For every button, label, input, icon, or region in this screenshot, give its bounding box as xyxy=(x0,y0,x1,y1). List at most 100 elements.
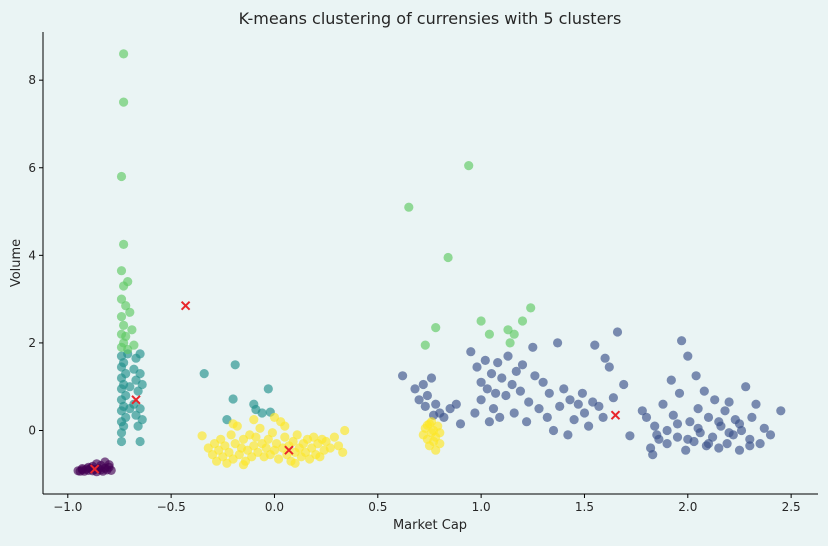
cluster-1-point-96 xyxy=(741,382,751,392)
cluster-1-point-48 xyxy=(565,395,575,405)
cluster-4-point-38 xyxy=(282,450,292,460)
cluster-2-point-24 xyxy=(133,386,143,396)
cluster-4-point-65 xyxy=(269,412,280,422)
chart-title: K-means clustering of currensies with 5 … xyxy=(239,9,622,28)
x-axis-label: Market Cap xyxy=(393,518,467,533)
centroid-marker-0 xyxy=(89,464,100,474)
cluster-1-point-79 xyxy=(691,371,701,381)
cluster-1-point-60 xyxy=(608,393,619,403)
cluster-3-point-19 xyxy=(404,202,414,212)
cluster-2-point-12 xyxy=(119,421,129,431)
cluster-1-point-91 xyxy=(724,397,734,407)
cluster-4-point-68 xyxy=(238,460,249,470)
cluster-1-point-12 xyxy=(451,399,461,409)
cluster-4-point-63 xyxy=(228,419,238,429)
cluster-4-point-82 xyxy=(422,420,432,430)
cluster-1-point-45 xyxy=(555,401,565,411)
cluster-4-point-43 xyxy=(292,430,302,440)
cluster-1-point-6 xyxy=(426,373,437,383)
cluster-1-point-87 xyxy=(714,443,724,453)
cluster-1-point-37 xyxy=(528,342,538,352)
cluster-1-point-27 xyxy=(497,373,507,383)
cluster-2-point-32 xyxy=(199,369,209,379)
cluster-2-point-13 xyxy=(121,369,131,379)
cluster-1-point-66 xyxy=(650,421,660,431)
cluster-3-point-4 xyxy=(116,266,127,276)
cluster-3-point-30 xyxy=(526,303,536,313)
cluster-4-point-61 xyxy=(338,447,348,457)
cluster-4-point-10 xyxy=(224,447,234,457)
cluster-1-point-15 xyxy=(470,408,480,418)
cluster-1-point-32 xyxy=(511,366,521,376)
cluster-1-point-68 xyxy=(658,399,668,409)
cluster-1-point-71 xyxy=(668,410,678,420)
cluster-1-point-3 xyxy=(418,379,428,390)
cluster-1-point-18 xyxy=(476,377,486,387)
cluster-1-point-23 xyxy=(488,404,499,414)
cluster-1-point-72 xyxy=(672,432,683,442)
cluster-1-point-26 xyxy=(495,412,505,422)
cluster-4-point-51 xyxy=(309,432,319,442)
cluster-1-point-112 xyxy=(734,419,745,429)
cluster-1-point-13 xyxy=(455,419,466,429)
cluster-1-point-58 xyxy=(600,353,610,363)
cluster-2-point-39 xyxy=(263,384,273,394)
cluster-2-point-8 xyxy=(116,436,127,447)
cluster-1-point-44 xyxy=(553,338,563,348)
y-tick-label: 0 xyxy=(28,424,36,438)
cluster-1-point-101 xyxy=(759,423,769,433)
cluster-2-point-15 xyxy=(121,412,131,422)
cluster-1-point-82 xyxy=(699,386,709,396)
cluster-1-point-14 xyxy=(466,347,476,357)
cluster-1-point-99 xyxy=(751,399,761,409)
cluster-1-point-17 xyxy=(476,395,486,405)
cluster-1-point-29 xyxy=(503,351,513,361)
cluster-3-point-14 xyxy=(129,340,139,350)
x-tick-label: 2.5 xyxy=(782,500,801,514)
cluster-1-point-16 xyxy=(472,362,482,372)
cluster-1-point-75 xyxy=(681,445,691,455)
cluster-1-point-4 xyxy=(420,401,430,411)
cluster-1-point-25 xyxy=(493,358,503,368)
cluster-1-point-94 xyxy=(734,445,745,455)
cluster-2-point-30 xyxy=(137,379,147,390)
cluster-0-point-17 xyxy=(104,460,114,470)
cluster-4-point-41 xyxy=(288,436,298,447)
cluster-4-point-64 xyxy=(249,415,259,425)
cluster-3-point-29 xyxy=(517,316,528,326)
centroids-layer xyxy=(89,300,621,474)
cluster-3-point-15 xyxy=(116,171,127,182)
cluster-2-point-27 xyxy=(135,369,145,379)
x-tick-label: 0.0 xyxy=(265,500,284,514)
x-tick-label: −0.5 xyxy=(157,500,186,514)
cluster-1-point-51 xyxy=(577,388,588,398)
cluster-1-point-84 xyxy=(703,412,714,422)
cluster-3-point-23 xyxy=(464,161,474,171)
cluster-1-point-52 xyxy=(579,408,590,418)
x-ticks: −1.0 −0.5 0.0 0.5 1.0 1.5 2.0 2.5 xyxy=(53,494,801,514)
points-layer xyxy=(73,49,786,477)
cluster-3-point-25 xyxy=(484,329,494,339)
cluster-2-point-34 xyxy=(228,394,238,404)
cluster-1-point-110 xyxy=(714,417,724,427)
x-tick-label: 2.0 xyxy=(678,500,697,514)
cluster-1-point-50 xyxy=(573,399,583,409)
cluster-4-point-0 xyxy=(197,431,207,441)
cluster-1-point-100 xyxy=(755,439,765,449)
cluster-1-point-39 xyxy=(534,404,544,414)
cluster-1-point-24 xyxy=(491,388,501,398)
cluster-3-point-24 xyxy=(476,316,486,326)
cluster-3-point-27 xyxy=(505,338,515,348)
cluster-1-point-21 xyxy=(484,417,494,427)
cluster-2-point-9 xyxy=(119,358,129,368)
cluster-4-point-67 xyxy=(290,458,300,468)
cluster-4-point-59 xyxy=(329,432,339,442)
x-tick-label: 1.5 xyxy=(575,500,594,514)
cluster-4-point-23 xyxy=(251,432,261,442)
cluster-1-point-107 xyxy=(683,434,693,444)
cluster-4-point-77 xyxy=(431,445,441,455)
cluster-2-point-28 xyxy=(135,404,145,414)
cluster-1-point-8 xyxy=(431,399,441,409)
